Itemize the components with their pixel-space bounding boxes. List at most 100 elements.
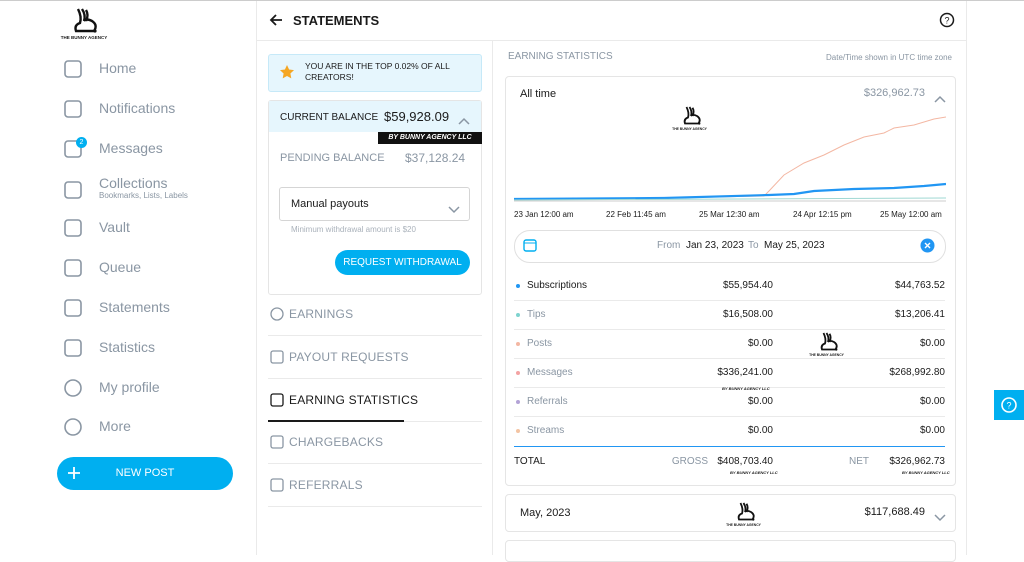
- watermark-small: BY BUNNY AGENCY LLC: [902, 470, 950, 475]
- section-heading: EARNING STATISTICS: [508, 51, 613, 62]
- tab[interactable]: EARNINGS: [289, 307, 354, 321]
- nav-item[interactable]: Collections: [99, 175, 168, 191]
- net-total: $326,962.73: [889, 456, 945, 467]
- watermark-logo-text: THE BUNNY AGENCY: [672, 126, 707, 131]
- balance-box: [268, 100, 482, 295]
- nav-item[interactable]: Statistics: [99, 339, 156, 355]
- icon: [64, 219, 82, 237]
- row-label: Messages: [527, 367, 573, 378]
- x-label: 25 May 12:00 am: [880, 210, 942, 219]
- legend-dot: [516, 342, 520, 346]
- nav-icon[interactable]: [63, 218, 83, 238]
- divider: [514, 300, 945, 301]
- row-label: Tips: [527, 309, 546, 320]
- icon: [270, 350, 284, 364]
- net-value: $44,763.52: [894, 280, 945, 291]
- help-float[interactable]: ?: [994, 390, 1024, 420]
- tab[interactable]: PAYOUT REQUESTS: [289, 350, 409, 364]
- nav-icon[interactable]: [63, 378, 83, 398]
- payout-select[interactable]: Manual payouts: [279, 187, 470, 221]
- new-post-label: NEW POST: [115, 467, 175, 479]
- net-value: $0.00: [919, 396, 945, 407]
- month-card[interactable]: [505, 494, 956, 532]
- period-total: $326,962.73: [863, 87, 925, 99]
- row-label: Referrals: [527, 396, 568, 407]
- min-note: Minimum withdrawal amount is $20: [291, 225, 416, 234]
- brand-logo-text: THE BUNNY AGENCY: [60, 35, 108, 40]
- chevron[interactable]: [458, 112, 470, 125]
- badge: 2: [76, 137, 87, 148]
- nav-item[interactable]: My profile: [99, 379, 160, 395]
- star: [279, 64, 295, 80]
- plus: [68, 467, 80, 479]
- nav-icon[interactable]: [63, 180, 83, 200]
- legend-dot: [516, 284, 520, 288]
- chevron: [448, 206, 460, 214]
- next-card: [505, 540, 956, 562]
- divider: [0, 0, 1024, 1]
- tab-icon: [270, 393, 284, 407]
- icon: [64, 181, 82, 199]
- gross-value: $16,508.00: [722, 309, 773, 320]
- icon: [64, 259, 82, 277]
- icon: [64, 100, 82, 118]
- clear: [920, 238, 935, 253]
- icon: [270, 393, 284, 407]
- total-label: TOTAL: [514, 456, 546, 467]
- nav-item[interactable]: Queue: [99, 259, 142, 275]
- chevron[interactable]: [934, 90, 946, 103]
- nav-icon[interactable]: [63, 258, 83, 278]
- divider: [966, 0, 967, 555]
- from-label: From: [657, 240, 681, 251]
- x-label: 22 Feb 11:45 am: [606, 210, 666, 219]
- nav-sub: Bookmarks, Lists, Labels: [99, 191, 188, 200]
- nav-item[interactable]: Vault: [99, 219, 130, 235]
- nav-item[interactable]: More: [99, 418, 131, 434]
- help-button[interactable]: ?: [939, 12, 955, 28]
- nav-item[interactable]: Home: [99, 60, 137, 76]
- icon: [64, 140, 82, 158]
- pending-label: PENDING BALANCE: [280, 152, 385, 164]
- withdraw-button[interactable]: REQUEST WITHDRAWAL: [335, 250, 470, 275]
- icon: [270, 435, 284, 449]
- withdraw-label: REQUEST WITHDRAWAL: [343, 257, 462, 268]
- gross-value: $0.00: [747, 425, 773, 436]
- chart-lines: [513, 116, 947, 202]
- chevron: [458, 117, 470, 125]
- icon: [64, 418, 82, 436]
- new-post-button[interactable]: NEW POST: [57, 457, 233, 490]
- nav-icon[interactable]: [63, 298, 83, 318]
- net-value: $268,992.80: [889, 367, 945, 378]
- month-total: $117,688.49: [864, 506, 925, 518]
- nav-item[interactable]: Messages: [99, 140, 163, 156]
- bunny-icon: [737, 502, 755, 521]
- nav-icon[interactable]: [63, 338, 83, 358]
- nav-icon[interactable]: [63, 99, 83, 119]
- nav-icon[interactable]: [63, 139, 83, 159]
- divider: [268, 335, 482, 336]
- nav-item[interactable]: Notifications: [99, 100, 176, 116]
- legend-dot: [516, 313, 520, 317]
- page-title: STATEMENTS: [293, 13, 380, 28]
- icon: [64, 379, 82, 397]
- nav-icon[interactable]: [63, 417, 83, 437]
- tab[interactable]: REFERRALS: [289, 478, 363, 492]
- tab[interactable]: CHARGEBACKS: [289, 435, 384, 449]
- chevron: [934, 509, 946, 522]
- chevron: [448, 201, 460, 214]
- gross-label: GROSS: [671, 456, 708, 467]
- watermark-logo: [813, 330, 843, 360]
- clear-button[interactable]: [920, 238, 935, 253]
- date-box[interactable]: [514, 230, 946, 263]
- calendar: [523, 239, 537, 252]
- pending-value: $37,128.24: [405, 151, 466, 165]
- banner: [268, 54, 482, 92]
- back-button[interactable]: [268, 12, 284, 28]
- help: ?: [939, 12, 955, 28]
- nav-icon[interactable]: [63, 59, 83, 79]
- tab[interactable]: EARNING STATISTICS: [289, 393, 419, 407]
- tab-icon: [270, 350, 284, 364]
- nav-item[interactable]: Statements: [99, 299, 170, 315]
- gross-total: $408,703.40: [717, 456, 773, 467]
